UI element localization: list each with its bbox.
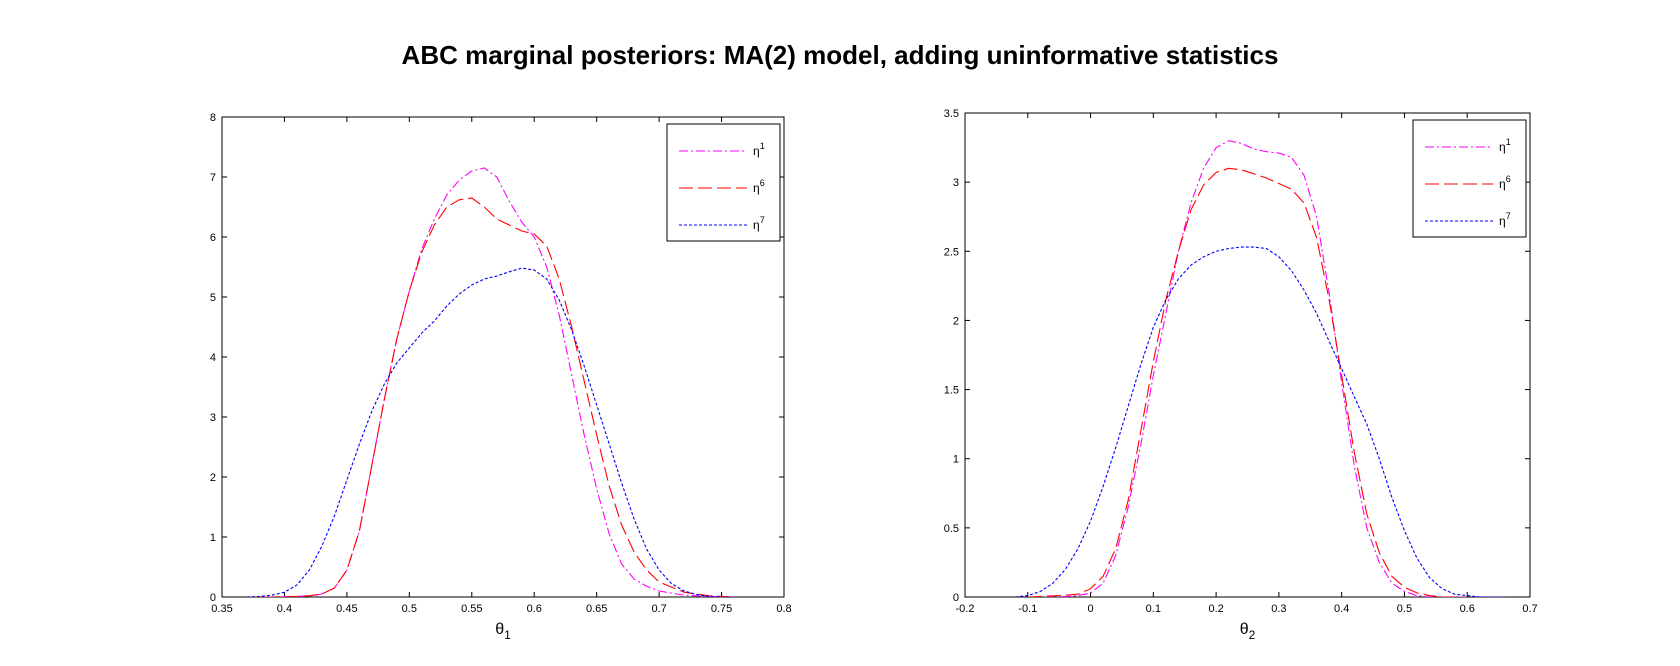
series-line-eta6 [247, 197, 735, 597]
x-tick-label: 0 [1087, 603, 1093, 615]
legend-label-eta6: η6 [1499, 174, 1511, 191]
x-tick-label: -0.2 [956, 603, 975, 615]
y-tick-label: 3 [953, 177, 959, 189]
figure-title: ABC marginal posteriors: MA(2) model, ad… [401, 40, 1279, 70]
x-tick-label: 0.6 [527, 603, 542, 615]
y-tick-label: 0 [953, 592, 959, 604]
chart-1: 0.35 0.4 0.45 0.5 0.55 0.6 0.65 0.7 0.75 0.8 0 1 2 3 4… [210, 112, 792, 642]
y-tick-label: 4 [210, 352, 216, 364]
legend-label-eta1: η1 [753, 141, 765, 158]
y-tick-label: 0 [210, 592, 216, 604]
x-tick-label: 0.2 [1208, 603, 1223, 615]
x-tick-label: 0.35 [211, 603, 232, 615]
x-tick-label: 0.7 [1522, 603, 1537, 615]
x-tick-label: 0.45 [336, 603, 357, 615]
x-tick-label: 0.8 [776, 603, 791, 615]
legend-box [1412, 119, 1527, 238]
y-tick-label: 2 [210, 472, 216, 484]
x-tick-label: 0.75 [711, 603, 732, 615]
x-tick-label: 0.7 [651, 603, 666, 615]
x-tick-label: 0.5 [402, 603, 417, 615]
legend-label-eta7: η7 [1499, 211, 1511, 228]
y-tick-label: 6 [210, 232, 216, 244]
y-tick-label: 2 [953, 315, 959, 327]
y-tick-label: 3.5 [944, 108, 959, 120]
y-tick-label: 8 [210, 112, 216, 124]
x-axis-label: θ2 [1240, 621, 1256, 642]
y-tick-label: 5 [210, 292, 216, 304]
legend-box [666, 123, 781, 242]
legend-label-eta6: η6 [753, 178, 765, 195]
x-axis-label: θ1 [495, 621, 511, 642]
x-tick-label: 0.55 [461, 603, 482, 615]
x-tick-label: 0.4 [277, 603, 292, 615]
x-tick-label: 0.1 [1146, 603, 1161, 615]
series-line-eta7 [246, 267, 734, 597]
legend-label-eta1: η1 [1499, 137, 1511, 154]
x-tick-label: 0.3 [1271, 603, 1286, 615]
series-line-eta7 [1015, 246, 1505, 597]
y-tick-label: 3 [210, 412, 216, 424]
x-tick-label: -0.1 [1018, 603, 1037, 615]
y-tick-label: 0.5 [944, 523, 959, 535]
y-tick-label: 1 [210, 532, 216, 544]
x-tick-label: 0.6 [1460, 603, 1475, 615]
y-tick-label: 7 [210, 172, 216, 184]
series-line-eta6 [1027, 167, 1468, 597]
x-tick-label: 0.4 [1334, 603, 1349, 615]
legend-label-eta7: η7 [753, 215, 765, 232]
x-tick-label: 0.5 [1397, 603, 1412, 615]
series-line-eta1 [1027, 140, 1468, 597]
chart-2: -0.2 -0.1 0 0.1 0.2 0.3 0.4 0.5 0.6 0.7 0 0.5 1 1.5 2 2… [944, 108, 1538, 642]
y-tick-label: 1.5 [944, 385, 959, 397]
y-tick-label: 2.5 [944, 246, 959, 258]
y-tick-label: 1 [953, 454, 959, 466]
x-tick-label: 0.65 [586, 603, 607, 615]
